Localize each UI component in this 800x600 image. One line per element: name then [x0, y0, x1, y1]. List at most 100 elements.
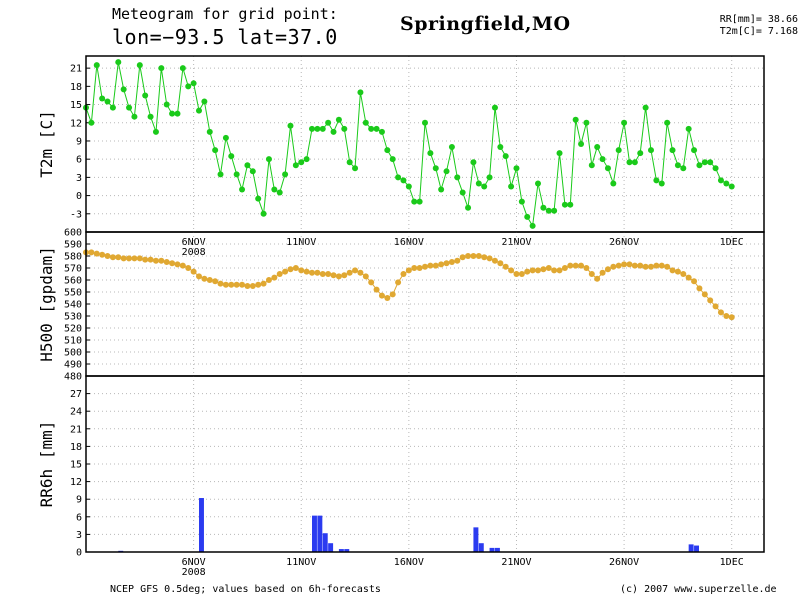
rr-bar	[328, 543, 334, 552]
h500-point	[104, 253, 111, 259]
t2m-ylabel: T2m [C]	[37, 110, 56, 177]
t2m-point	[405, 183, 412, 190]
h500-point	[658, 262, 665, 269]
t2m-point	[206, 128, 213, 135]
t2m-point	[389, 156, 396, 163]
t2m-point	[319, 125, 326, 132]
h500-point	[212, 278, 219, 285]
h500-point	[255, 281, 262, 288]
t2m-point	[292, 162, 299, 169]
t2m-point	[518, 198, 525, 205]
x-tick-label: 1DEC	[720, 557, 744, 568]
h500-point	[341, 272, 348, 279]
h500-point	[529, 267, 536, 274]
h500-point	[556, 267, 563, 274]
t2m-point	[572, 116, 579, 123]
t2m-point	[491, 104, 498, 111]
t2m-point	[583, 119, 590, 126]
t2m-point	[540, 204, 547, 211]
y-tick-label: 3	[76, 173, 82, 184]
h500-point	[637, 262, 644, 269]
t2m-point	[346, 159, 353, 166]
t2m-point	[228, 153, 235, 160]
h500-point	[648, 263, 654, 270]
h500-point	[169, 260, 176, 267]
h500-point	[249, 283, 256, 289]
rr-bar	[489, 547, 495, 552]
rr6h-frame	[85, 375, 765, 553]
t2m-point	[443, 168, 450, 175]
t2m-point	[185, 83, 192, 90]
t2m-point	[147, 113, 154, 120]
t2m-point	[287, 122, 294, 129]
h500-point	[330, 272, 337, 279]
t2m-point	[265, 156, 272, 163]
h500-point	[260, 280, 267, 287]
h500-point	[723, 313, 730, 319]
y-tick-label: 480	[64, 372, 82, 383]
h500-point	[131, 255, 138, 262]
h500-point	[669, 267, 676, 274]
t2m-point	[712, 165, 719, 172]
t2m-point	[621, 119, 628, 126]
h500-point	[583, 265, 590, 271]
t2m-point	[578, 141, 585, 147]
h500-point	[680, 271, 687, 277]
t2m-point	[631, 159, 638, 166]
rr6h-ylabel: RR6h [mm]	[37, 421, 56, 508]
x-tick-label: 16NOV	[394, 557, 424, 568]
h500-point	[395, 279, 402, 286]
h500-point	[384, 295, 391, 301]
h500-point	[115, 254, 122, 261]
h500-point	[459, 254, 466, 261]
h500-point	[432, 262, 439, 269]
t2m-point	[298, 159, 305, 166]
t2m-point	[201, 98, 208, 105]
h500-point	[206, 277, 213, 283]
h500-point	[443, 260, 450, 267]
t2m-point	[696, 162, 703, 169]
h500-point	[448, 259, 455, 265]
h500-point	[604, 266, 611, 273]
t2m-point	[438, 186, 445, 193]
t2m-point	[610, 180, 617, 187]
rr-bar	[312, 515, 317, 552]
y-tick-label: 27	[70, 389, 82, 400]
rr-bar	[338, 549, 344, 552]
h500-point	[314, 269, 321, 276]
t2m-point	[454, 174, 461, 181]
t2m-point	[669, 147, 676, 154]
rr-bar	[317, 515, 323, 552]
h500-point	[518, 271, 525, 277]
x-tick-label: 21NOV	[501, 237, 531, 248]
y-tick-label: 0	[76, 191, 82, 202]
t2m-point	[152, 128, 159, 135]
t2m-point	[373, 125, 380, 132]
h500-point	[631, 262, 638, 269]
rr-bar	[322, 533, 328, 552]
x-tick-label: 26NOV	[609, 557, 639, 568]
t2m-point	[190, 80, 197, 87]
h500-point	[373, 286, 380, 293]
t2m-point	[637, 150, 644, 157]
y-tick-label: 3	[76, 530, 82, 541]
t2m-point	[524, 213, 531, 220]
y-tick-label: 21	[70, 424, 82, 435]
h500-ylabel: H500 [gpdam]	[37, 246, 56, 362]
h500-point	[196, 273, 202, 280]
h500-point	[378, 292, 385, 299]
t2m-point	[728, 183, 735, 190]
t2m-point	[142, 92, 149, 99]
h500-point	[551, 267, 558, 274]
t2m-point	[136, 62, 143, 69]
h500-point	[615, 262, 622, 269]
h500-point	[572, 262, 579, 269]
x-tick-label: 11NOV	[286, 237, 316, 248]
t2m-point	[217, 171, 224, 178]
h500-point	[126, 255, 133, 262]
y-tick-label: 550	[64, 288, 82, 299]
t2m-point	[282, 171, 289, 178]
h500-point	[454, 257, 461, 264]
x-tick-label: 1DEC	[720, 237, 744, 248]
y-tick-label: 540	[64, 300, 82, 311]
